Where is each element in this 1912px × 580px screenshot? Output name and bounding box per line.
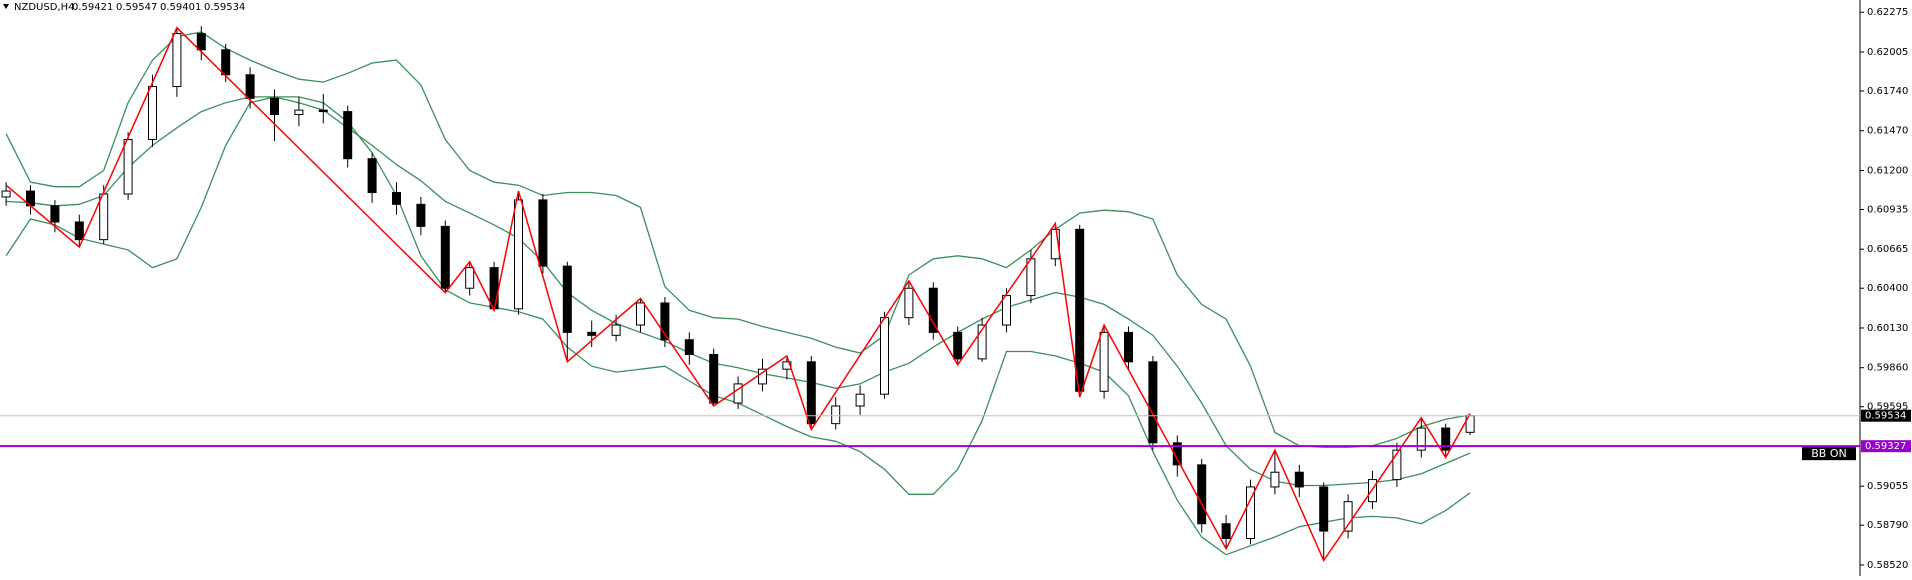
candle-body <box>709 353 719 404</box>
y-tick-label: 0.60935 <box>1867 204 1908 215</box>
candle-body <box>1099 331 1109 392</box>
y-tick-label: 0.58790 <box>1867 520 1908 531</box>
candle-body <box>684 339 694 355</box>
candle-body <box>1368 479 1377 503</box>
candle-body <box>636 302 645 326</box>
candle-body <box>1392 449 1402 481</box>
candle-body <box>1416 427 1426 451</box>
candle-body <box>562 265 572 333</box>
candle-body <box>1441 427 1451 451</box>
y-tick-label: 0.62275 <box>1867 7 1908 18</box>
y-tick-label: 0.61200 <box>1867 165 1908 176</box>
candle-body <box>1050 228 1060 260</box>
candle-body <box>294 109 304 116</box>
candle-body <box>196 33 206 51</box>
candle-body <box>1172 442 1182 466</box>
candle-body <box>392 192 401 205</box>
candle-body <box>416 203 426 227</box>
candle-body <box>148 86 157 141</box>
candle-body <box>953 331 963 360</box>
level-label: 0.59327 <box>1865 441 1906 452</box>
candle-body <box>1319 486 1329 532</box>
y-tick-label: 0.59860 <box>1867 363 1908 374</box>
candle-body <box>74 221 84 241</box>
y-tick-label: 0.58520 <box>1867 560 1908 571</box>
candle-body <box>1343 501 1353 532</box>
candle-body <box>1124 331 1133 363</box>
candle-body <box>806 361 816 425</box>
candle-body <box>977 324 987 360</box>
bollinger-upper <box>5 31 1471 448</box>
candle-body <box>782 361 792 370</box>
candle-body <box>1026 258 1036 297</box>
candle-body <box>1075 228 1085 392</box>
candle-body <box>1197 464 1207 525</box>
candle-body <box>831 405 841 425</box>
candle-body <box>611 324 621 336</box>
y-tick-label: 0.61740 <box>1867 86 1908 97</box>
price-label-box <box>1861 409 1911 422</box>
candle-body <box>245 74 255 99</box>
candle-body <box>928 287 938 333</box>
candle-body <box>1221 523 1231 539</box>
y-tick-label: 0.61470 <box>1867 126 1908 137</box>
ohlc-low: 0.59401 <box>160 2 201 13</box>
ohlc-high: 0.59547 <box>116 2 157 13</box>
candle-body <box>733 383 743 404</box>
candle-body <box>514 199 523 310</box>
candle-body <box>123 139 133 195</box>
candle-body <box>587 331 597 336</box>
y-tick-label: 0.59055 <box>1867 481 1908 492</box>
y-tick-label: 0.59595 <box>1867 402 1908 413</box>
candle-body <box>538 199 548 267</box>
zigzag <box>5 26 1471 563</box>
candle-body <box>1270 471 1280 488</box>
level-label-box <box>1861 440 1911 453</box>
candle-body <box>221 49 231 76</box>
candle-body <box>1294 471 1304 488</box>
y-tick-label: 0.62005 <box>1867 47 1908 58</box>
candle-body <box>50 205 60 223</box>
price-label: 0.59534 <box>1865 411 1906 422</box>
ohlc-close: 0.59534 <box>204 2 245 13</box>
bb-button[interactable] <box>1802 447 1856 461</box>
y-tick-label: 0.60400 <box>1867 283 1908 294</box>
candle-body <box>1246 486 1255 539</box>
candle-body <box>440 225 450 289</box>
candle-body <box>1148 361 1158 444</box>
candle-body <box>318 109 328 113</box>
candle-body <box>904 287 914 319</box>
candle-body <box>343 111 353 160</box>
y-tick-label: 0.60665 <box>1867 244 1908 255</box>
candle-body <box>1 190 11 198</box>
bb-button-label[interactable]: BB ON <box>1811 447 1846 460</box>
candle-body <box>465 267 475 289</box>
candle-body <box>880 317 889 395</box>
candle-body <box>489 267 499 310</box>
candle-body <box>270 97 279 116</box>
candle-body <box>660 302 670 341</box>
candle-body <box>855 393 865 407</box>
ohlc-open: 0.59421 <box>72 2 113 13</box>
candle-body <box>367 158 377 194</box>
menu-arrow[interactable] <box>3 4 9 9</box>
y-tick-label: 0.60130 <box>1867 323 1908 334</box>
candle-body <box>1002 295 1011 326</box>
candle-body <box>758 368 767 385</box>
candle-body <box>172 33 182 88</box>
candle-body <box>99 193 109 241</box>
symbol: NZDUSD,H4 <box>14 2 74 13</box>
